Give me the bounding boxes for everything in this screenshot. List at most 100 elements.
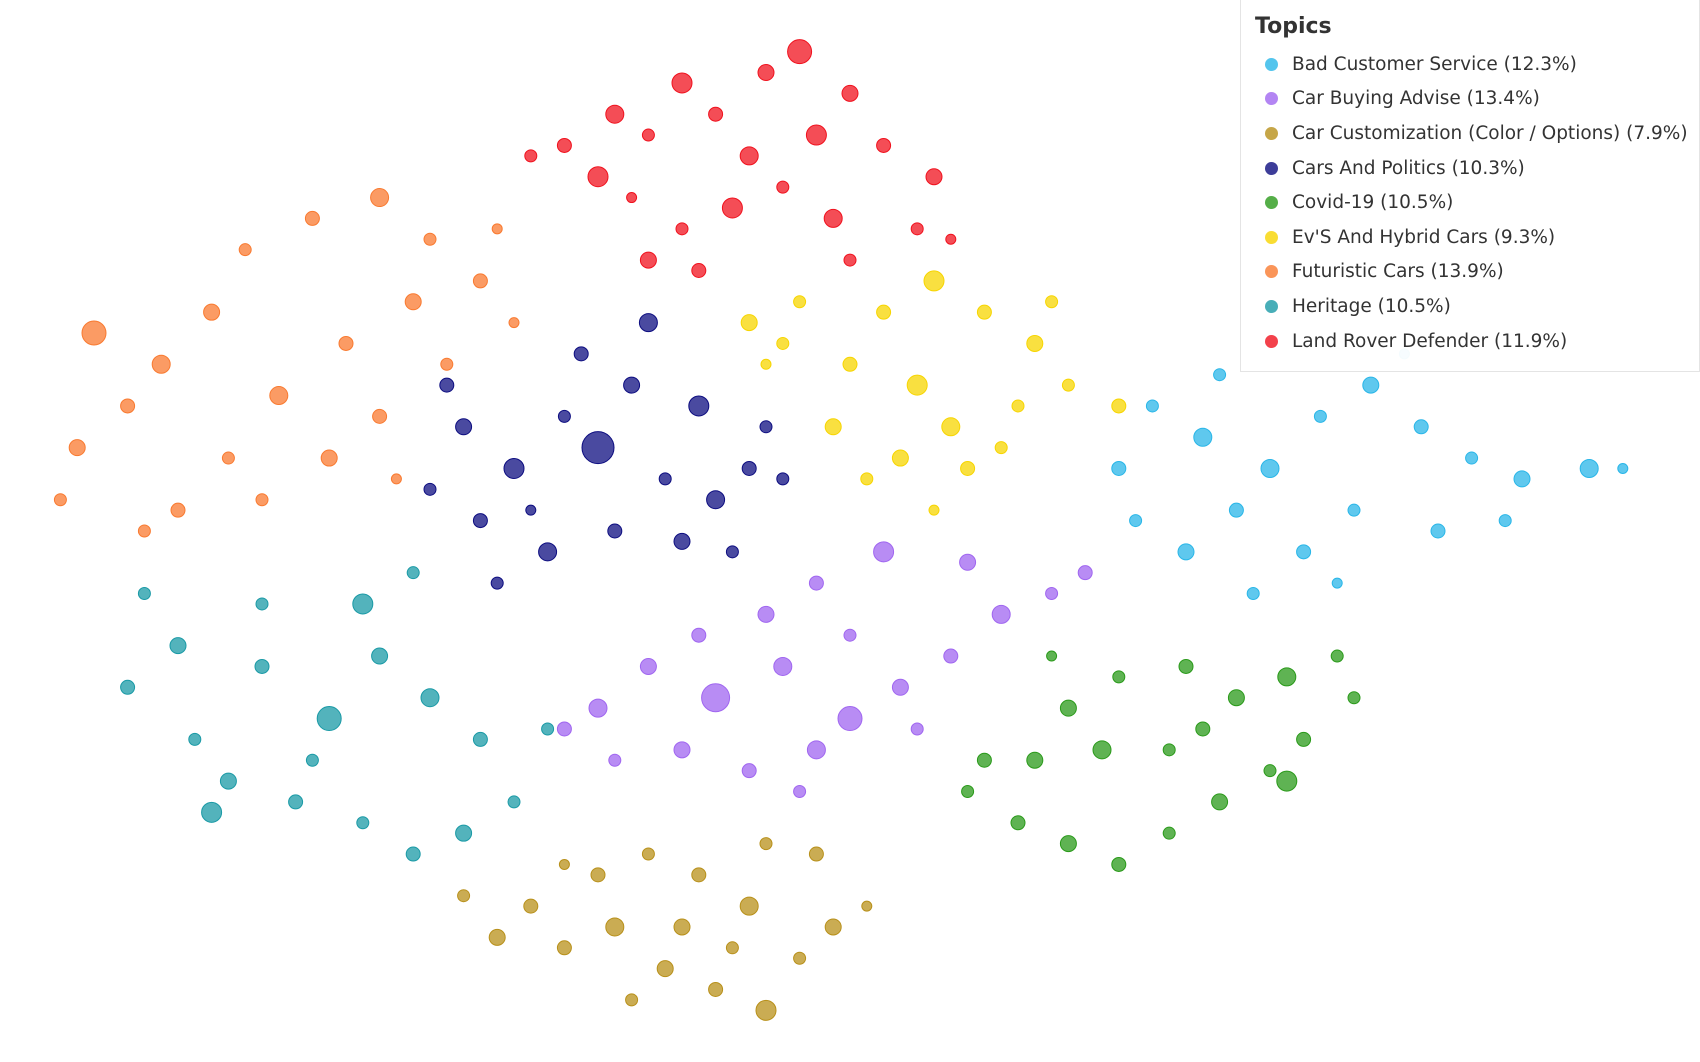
point [420, 688, 440, 708]
point [221, 451, 235, 465]
point [793, 785, 807, 798]
point [151, 354, 171, 374]
point [1263, 764, 1277, 778]
point [639, 251, 657, 269]
point [1213, 368, 1227, 382]
point [925, 168, 943, 186]
point [1228, 502, 1244, 518]
point [588, 698, 608, 718]
point [928, 504, 940, 516]
legend-item[interactable]: Cars And Politics (10.3%) [1255, 151, 1699, 186]
legend-marker [1265, 161, 1278, 175]
point [876, 304, 892, 320]
point [1026, 751, 1044, 769]
point [305, 753, 319, 767]
point [641, 847, 655, 861]
point [960, 460, 976, 476]
point [658, 472, 672, 486]
point [1059, 835, 1077, 853]
legend-item[interactable]: Car Buying Advise (13.4%) [1255, 82, 1699, 117]
point [741, 763, 757, 779]
point [607, 523, 623, 539]
point [891, 449, 909, 467]
point [1513, 470, 1531, 488]
point [1260, 458, 1280, 478]
point [923, 270, 945, 292]
point [1362, 376, 1380, 394]
point [860, 472, 874, 486]
point [472, 731, 488, 747]
point [137, 587, 151, 601]
point [203, 303, 221, 321]
point [823, 208, 843, 228]
legend-item[interactable]: Land Rover Defender (11.9%) [1255, 324, 1699, 359]
point [994, 441, 1008, 455]
point [824, 918, 842, 936]
point [371, 647, 389, 665]
point [219, 772, 237, 790]
point [53, 493, 67, 507]
point [656, 960, 674, 978]
legend-item[interactable]: Ev'S And Hybrid Cars (9.3%) [1255, 220, 1699, 255]
legend-item[interactable]: Futuristic Cars (13.9%) [1255, 255, 1699, 290]
point [1092, 740, 1112, 760]
point [776, 180, 790, 194]
legend-label: Covid-19 (10.5%) [1292, 192, 1454, 214]
point [808, 846, 824, 862]
point [725, 941, 739, 955]
point [238, 243, 252, 257]
point [201, 801, 223, 823]
legend-label: Bad Customer Service (12.3%) [1292, 53, 1577, 75]
point [320, 449, 338, 467]
point [626, 192, 638, 204]
point [457, 889, 471, 903]
point [338, 335, 354, 351]
point [507, 795, 521, 809]
point [760, 358, 772, 370]
legend-label: Land Rover Defender (11.9%) [1292, 330, 1568, 352]
point [503, 457, 525, 479]
point [538, 542, 558, 562]
point [961, 785, 975, 798]
point [773, 656, 793, 676]
legend-label: Ev'S And Hybrid Cars (9.3%) [1292, 226, 1556, 248]
legend-item[interactable]: Heritage (10.5%) [1255, 289, 1699, 324]
point [639, 657, 657, 675]
point [1211, 793, 1229, 811]
point [1011, 399, 1025, 413]
point [941, 417, 961, 437]
point [1195, 721, 1211, 737]
point [805, 124, 827, 146]
point [1162, 826, 1176, 840]
point [759, 420, 773, 434]
point [556, 721, 572, 737]
point [808, 575, 824, 591]
point [757, 605, 775, 623]
point [701, 683, 731, 713]
legend-item[interactable]: Bad Customer Service (12.3%) [1255, 47, 1699, 82]
point [1296, 731, 1312, 747]
point [945, 233, 957, 245]
point [1111, 398, 1127, 414]
point [508, 317, 520, 329]
point [255, 493, 269, 507]
point [1430, 523, 1446, 539]
point [1061, 378, 1075, 392]
point [455, 418, 473, 436]
point [741, 460, 757, 476]
point [1296, 544, 1312, 560]
legend-label: Car Buying Advise (13.4%) [1292, 88, 1540, 110]
point [1077, 565, 1093, 581]
point [406, 566, 420, 580]
legend-item[interactable]: Covid-19 (10.5%) [1255, 185, 1699, 220]
point [976, 752, 992, 768]
point [1177, 543, 1195, 561]
point [304, 210, 320, 226]
point [1178, 658, 1194, 674]
point [842, 356, 858, 372]
point [472, 273, 488, 289]
point [1045, 587, 1059, 601]
legend-item[interactable]: Car Customization (Color / Options) (7.9… [1255, 116, 1699, 151]
point [472, 513, 488, 529]
point [910, 222, 924, 236]
